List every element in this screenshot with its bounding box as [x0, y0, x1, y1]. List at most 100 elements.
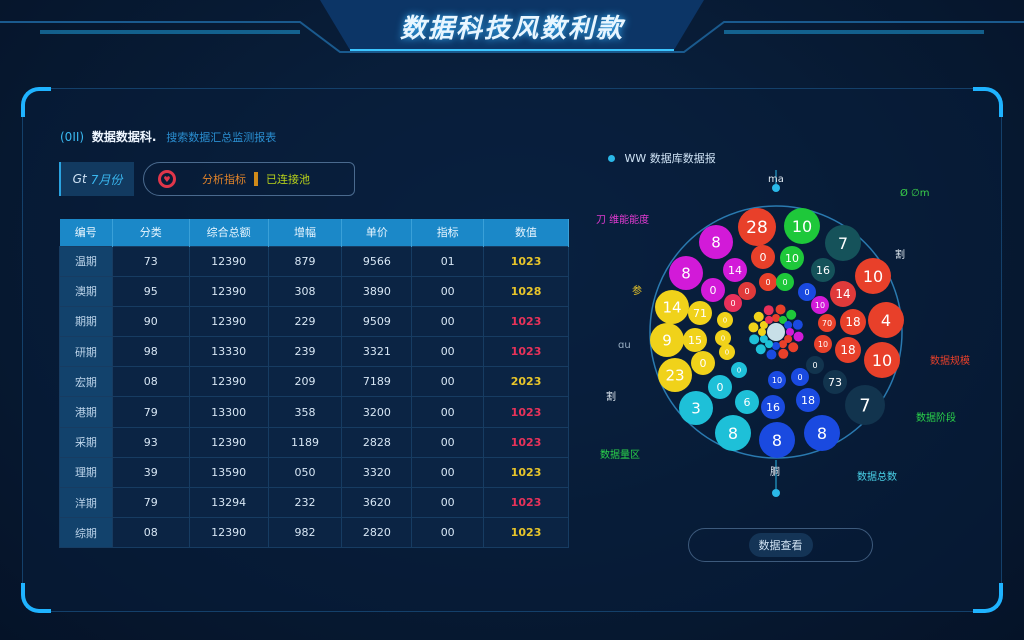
- bubble[interactable]: 10: [864, 342, 900, 378]
- inner-bubble: [784, 321, 793, 329]
- table-cell: 308: [267, 275, 343, 307]
- bubble[interactable]: 0: [719, 344, 735, 360]
- bubble-label: 0: [760, 251, 767, 264]
- bubble[interactable]: 28: [738, 208, 776, 246]
- table-row[interactable]: 综期 08 12390 982 2820 00 1023: [59, 517, 569, 549]
- table-row[interactable]: 宏期 08 12390 209 7189 00 2023: [59, 366, 569, 398]
- bubble[interactable]: 18: [835, 337, 861, 363]
- period-tab[interactable]: Gt 7月份: [59, 162, 134, 196]
- bubble[interactable]: 18: [840, 309, 866, 335]
- bubble[interactable]: 73: [823, 370, 847, 394]
- row-name-cell: 温期: [59, 245, 113, 277]
- table-row[interactable]: 理期 39 13590 050 3320 00 1023: [59, 456, 569, 489]
- table-cell: 12390: [188, 366, 269, 398]
- bubble-label: 14: [662, 298, 681, 316]
- bubble[interactable]: 71: [688, 301, 712, 325]
- bubble[interactable]: 4: [868, 302, 904, 338]
- bubble-label: 3: [691, 399, 701, 417]
- bubble-label: 10: [872, 351, 892, 370]
- chart-title: WW 数据库数据报: [624, 152, 716, 165]
- bubble[interactable]: 70: [818, 314, 836, 332]
- table-cell: 12390: [188, 245, 269, 277]
- table-cell: 3200: [341, 396, 413, 428]
- bubble[interactable]: 23: [658, 358, 692, 392]
- bubble[interactable]: 18: [796, 388, 820, 412]
- bubble[interactable]: 10: [768, 371, 786, 389]
- bubble[interactable]: 6: [735, 390, 759, 414]
- table-cell: 879: [267, 245, 343, 277]
- table-cell: 1023: [483, 396, 569, 428]
- bubble[interactable]: 0: [791, 368, 809, 386]
- bubble-circle: [868, 302, 904, 338]
- table-row[interactable]: 港期 79 13300 358 3200 00 1023: [59, 396, 569, 428]
- table-row[interactable]: 温期 73 12390 879 9566 01 1023: [59, 245, 569, 277]
- inner-bubble: [758, 328, 766, 336]
- bubble-circle: [806, 356, 824, 374]
- bubble-circle: [655, 290, 689, 324]
- bubble[interactable]: 10: [814, 335, 832, 353]
- bubble-label: 0: [737, 367, 741, 375]
- bubble[interactable]: 0: [751, 245, 775, 269]
- bubble[interactable]: 8: [804, 415, 840, 451]
- bubble[interactable]: 10: [784, 208, 820, 244]
- bubble[interactable]: 16: [761, 395, 785, 419]
- bubble[interactable]: 0: [715, 330, 731, 346]
- axis-marker: [772, 489, 780, 497]
- bubble[interactable]: 0: [798, 283, 816, 301]
- inner-bubble: [775, 304, 786, 315]
- corner-bracket: [21, 87, 51, 117]
- bubble-circle: [825, 225, 861, 261]
- view-data-button[interactable]: 数据查看: [688, 528, 873, 562]
- bubble[interactable]: 10: [780, 246, 804, 270]
- table-cell: 050: [267, 456, 343, 489]
- bubble-label: 8: [772, 431, 782, 450]
- bubble[interactable]: 0: [708, 375, 732, 399]
- bubble[interactable]: 7: [845, 385, 885, 425]
- annotation-label: 数据阶段: [916, 413, 956, 424]
- bubble[interactable]: 0: [701, 278, 725, 302]
- row-name-cell: 宏期: [59, 366, 113, 398]
- table-cell: 93: [111, 426, 190, 458]
- table-cell: 73: [111, 245, 190, 277]
- annotation-label: 数据总数: [857, 472, 897, 483]
- bubble[interactable]: 0: [731, 362, 747, 378]
- bubble[interactable]: 0: [691, 351, 715, 375]
- table-row[interactable]: 期期 90 12390 229 9509 00 1023: [59, 305, 569, 338]
- table-row[interactable]: 澳期 95 12390 308 3890 00 1028: [59, 275, 569, 307]
- bubble[interactable]: 14: [830, 281, 856, 307]
- bubble-circle: [768, 371, 786, 389]
- bubble[interactable]: 0: [776, 273, 794, 291]
- bubble-label: 0: [744, 287, 749, 296]
- table-cell: 1023: [483, 517, 569, 549]
- bubble[interactable]: 8: [699, 225, 733, 259]
- bubble-label: 0: [710, 284, 717, 297]
- bubble[interactable]: 0: [806, 356, 824, 374]
- bubble[interactable]: 7: [825, 225, 861, 261]
- bubble[interactable]: 0: [717, 312, 733, 328]
- column-header: 数值: [483, 219, 569, 246]
- bubble[interactable]: 10: [855, 258, 891, 294]
- table-row[interactable]: 采期 93 12390 1189 2828 00 1023: [59, 426, 569, 458]
- bubble[interactable]: 0: [759, 273, 777, 291]
- bubble[interactable]: 0: [724, 294, 742, 312]
- bubble-label: 23: [665, 366, 684, 384]
- inner-bubble: [748, 322, 759, 333]
- bubble[interactable]: 14: [723, 258, 747, 282]
- bubble[interactable]: 16: [811, 258, 835, 282]
- table-row[interactable]: 洋期 79 13294 232 3620 00 1023: [59, 486, 569, 519]
- bubble[interactable]: 3: [679, 391, 713, 425]
- bubble[interactable]: 8: [669, 256, 703, 290]
- table-cell: 00: [411, 275, 485, 307]
- bubble-circle: [835, 337, 861, 363]
- bubble[interactable]: 0: [738, 282, 756, 300]
- bubble[interactable]: 15: [683, 328, 707, 352]
- bubble-circle: [735, 390, 759, 414]
- bubble[interactable]: 14: [655, 290, 689, 324]
- bubble[interactable]: 8: [759, 422, 795, 458]
- bubble-label: 14: [728, 264, 742, 277]
- row-name-cell: 理期: [59, 456, 113, 489]
- bubble[interactable]: 8: [715, 415, 751, 451]
- bubble[interactable]: 10: [811, 296, 829, 314]
- table-row[interactable]: 研期 98 13330 239 3321 00 1023: [59, 336, 569, 368]
- bubble[interactable]: 9: [650, 323, 684, 357]
